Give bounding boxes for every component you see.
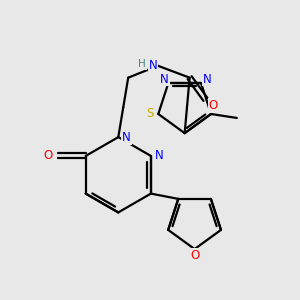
Text: N: N <box>160 73 169 85</box>
Text: N: N <box>122 130 130 144</box>
Text: N: N <box>202 73 211 85</box>
Text: N: N <box>148 59 157 72</box>
Text: O: O <box>209 99 218 112</box>
Text: O: O <box>44 149 53 162</box>
Text: O: O <box>190 248 199 262</box>
Text: N: N <box>154 149 163 162</box>
Text: H: H <box>138 59 146 69</box>
Text: S: S <box>147 107 154 121</box>
